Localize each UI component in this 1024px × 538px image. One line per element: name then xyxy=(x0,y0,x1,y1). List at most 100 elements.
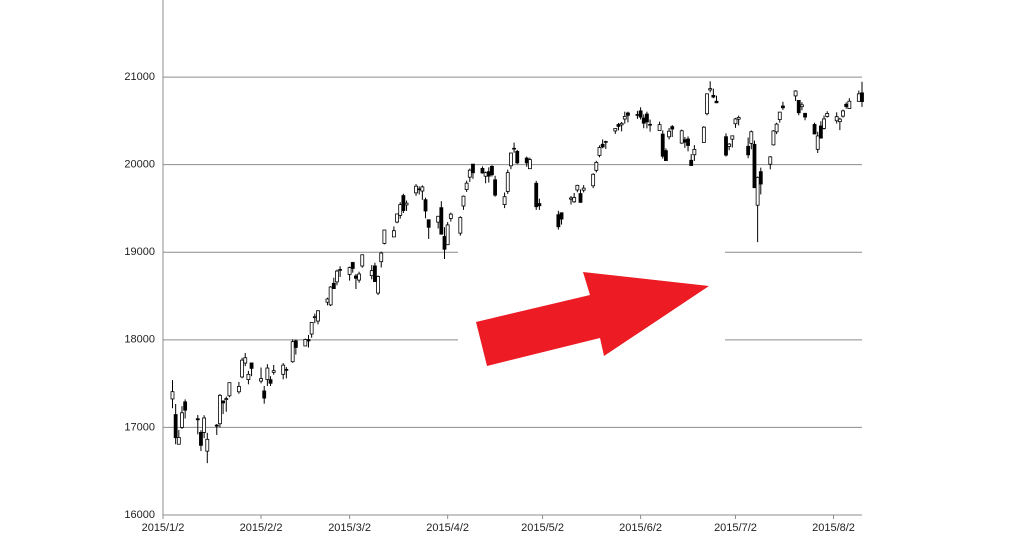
y-tick-label: 19000 xyxy=(124,246,155,258)
candle-body xyxy=(524,157,529,164)
candle-body xyxy=(290,341,295,363)
candle-body xyxy=(812,124,817,135)
candle-body xyxy=(202,417,207,433)
candle-body xyxy=(243,357,248,364)
candle-body xyxy=(445,224,450,246)
candle-body xyxy=(515,150,520,164)
candle-body xyxy=(837,118,842,123)
candle-body xyxy=(480,168,485,174)
y-tick-label: 18000 xyxy=(124,334,155,346)
candle-body xyxy=(648,123,652,126)
candle-body xyxy=(771,130,776,146)
candle-body xyxy=(218,394,222,425)
candle-body xyxy=(509,152,513,167)
x-tick-label: 2015/1/2 xyxy=(142,522,185,534)
candle-body xyxy=(328,286,333,306)
candle-body xyxy=(439,207,444,235)
y-tick-label: 17000 xyxy=(124,421,155,433)
y-tick-label: 16000 xyxy=(124,509,155,521)
candle-body xyxy=(746,145,751,156)
candle-body xyxy=(493,179,498,196)
candle-body xyxy=(774,123,779,133)
candle-body xyxy=(398,204,403,216)
candle-body xyxy=(265,367,270,380)
candle-body xyxy=(834,116,839,122)
candle-body xyxy=(597,147,602,156)
candle-body xyxy=(796,99,801,114)
candle-body xyxy=(347,267,352,275)
candle-body xyxy=(781,105,785,109)
candle-body xyxy=(667,130,671,138)
candle-body xyxy=(357,273,361,281)
candle-body xyxy=(752,143,757,189)
candle-body xyxy=(512,147,516,150)
candle-body xyxy=(436,215,441,223)
candle-body xyxy=(312,316,317,319)
candle-body xyxy=(793,90,798,97)
candle-body xyxy=(578,193,583,203)
candle-body xyxy=(803,112,807,118)
candle-body xyxy=(825,113,830,117)
candle-body xyxy=(183,401,188,411)
candle-body xyxy=(841,110,845,117)
x-tick-label: 2015/4/2 xyxy=(426,522,469,534)
candle-body xyxy=(755,176,760,206)
candle-body xyxy=(404,202,409,206)
candle-body xyxy=(420,186,425,192)
candle-body xyxy=(815,135,820,150)
x-tick-label: 2015/2/2 xyxy=(240,522,283,534)
candle-body xyxy=(214,424,219,427)
candle-body xyxy=(603,141,608,143)
candle-body xyxy=(303,339,308,347)
candle-body xyxy=(382,229,387,244)
candle-body xyxy=(711,94,716,98)
candle-body xyxy=(331,282,336,289)
candle-body xyxy=(395,213,399,223)
candle-body xyxy=(638,110,643,118)
candle-body xyxy=(705,93,709,115)
x-tick-label: 2015/5/2 xyxy=(521,522,564,534)
candle-body xyxy=(758,171,763,185)
y-tick-label: 21000 xyxy=(124,71,155,83)
candle-body xyxy=(749,131,754,144)
candle-body xyxy=(293,340,298,348)
candle-body xyxy=(534,182,539,208)
candle-body xyxy=(281,364,286,375)
candle-body xyxy=(569,197,573,200)
candle-body xyxy=(379,252,384,263)
candle-body xyxy=(483,172,488,177)
candle-body xyxy=(616,124,621,127)
candle-body xyxy=(268,379,273,384)
candle-body xyxy=(486,171,491,177)
x-tick-label: 2015/7/2 xyxy=(714,522,757,534)
candle-body xyxy=(682,139,687,143)
candle-body xyxy=(176,437,181,445)
candle-body xyxy=(692,149,697,156)
candle-body xyxy=(635,114,640,116)
candle-body xyxy=(664,150,668,162)
candle-body xyxy=(448,213,453,219)
candle-body xyxy=(325,298,330,303)
candle-body xyxy=(335,270,339,283)
candle-body xyxy=(306,339,311,342)
candle-body xyxy=(689,159,694,166)
candle-body xyxy=(471,163,475,174)
candle-body xyxy=(818,125,823,139)
candle-body xyxy=(575,184,580,191)
candle-body xyxy=(714,100,719,104)
candle-body xyxy=(350,262,355,269)
candle-body xyxy=(259,378,263,382)
candle-body xyxy=(660,133,665,157)
candle-body xyxy=(724,136,728,156)
candle-body xyxy=(527,159,532,170)
candle-body xyxy=(170,391,175,400)
candle-body xyxy=(613,128,618,132)
candle-body xyxy=(641,117,646,124)
candle-body xyxy=(686,138,690,146)
candle-body xyxy=(768,156,773,165)
candle-body xyxy=(679,130,684,144)
candle-body xyxy=(309,322,314,335)
candle-body xyxy=(591,173,596,187)
candle-body xyxy=(844,103,849,107)
candle-body xyxy=(860,92,864,102)
